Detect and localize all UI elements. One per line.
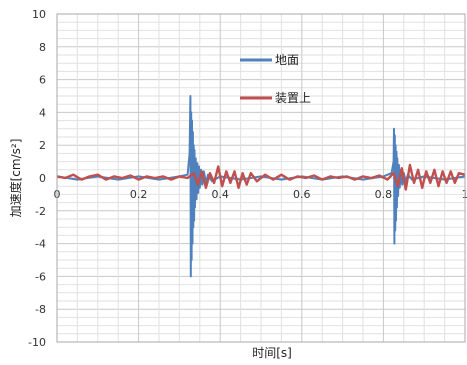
y-tick-label: 4 — [39, 106, 46, 119]
x-tick-label: 1 — [462, 188, 467, 201]
y-tick-label: 6 — [39, 74, 46, 87]
series-line-device — [56, 163, 466, 191]
y-tick-label: 2 — [39, 139, 46, 152]
y-tick-label: 8 — [39, 41, 46, 54]
x-tick-label: 0.8 — [375, 188, 393, 201]
x-tick-label: 0.4 — [211, 188, 229, 201]
x-tick-label: 0.2 — [130, 188, 148, 201]
plot-frame — [56, 13, 466, 343]
y-axis-label: 加速度[cm/s²] — [8, 139, 23, 218]
x-tick-label: 0.6 — [293, 188, 311, 201]
legend-label: 地面 — [275, 53, 299, 67]
y-tick-label: -2 — [35, 205, 46, 218]
series-lines — [56, 95, 466, 278]
y-tick-label: -6 — [35, 270, 46, 283]
legend-label: 装置上 — [275, 91, 311, 105]
y-tick-label: -10 — [28, 336, 46, 349]
y-tick-label: 10 — [32, 8, 46, 21]
y-tick-label: -8 — [35, 303, 46, 316]
x-axis-label: 时间[s] — [252, 346, 292, 360]
y-tick-label: 0 — [39, 172, 46, 185]
y-tick-label: -4 — [35, 238, 46, 251]
